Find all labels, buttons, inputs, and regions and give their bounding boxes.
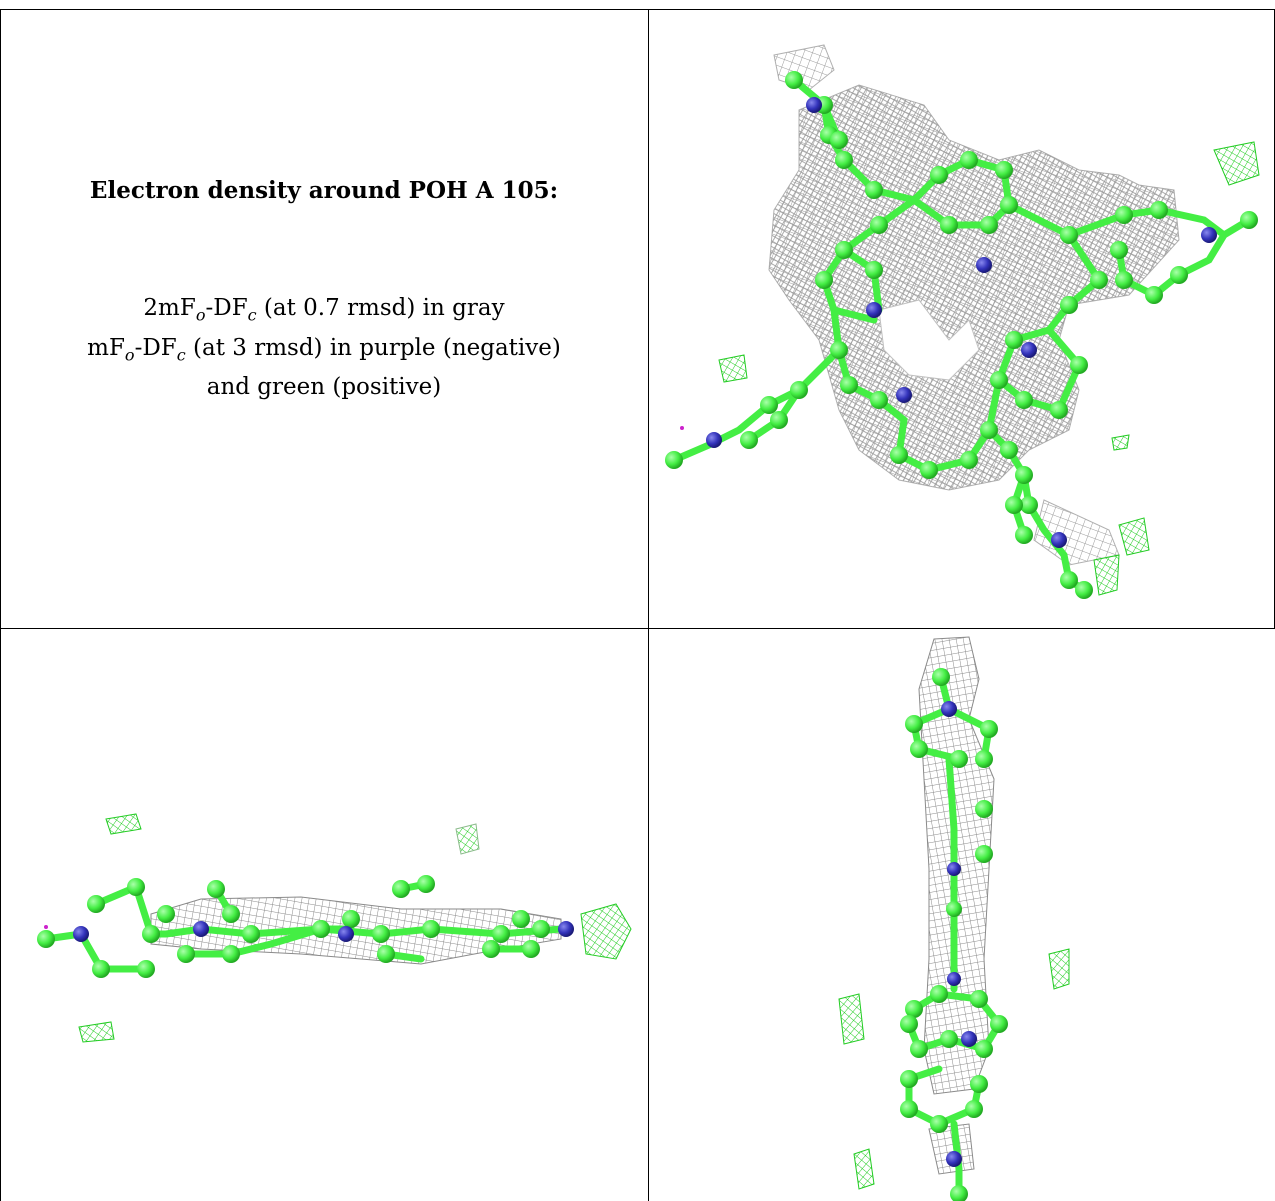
caption-description: 2mFo-DFc (at 0.7 rmsd) in gray mFo-DFc (…	[0, 292, 648, 403]
density-edge-on-horizontal-image	[37, 813, 632, 1043]
border-top	[0, 9, 1275, 10]
border-middle-horizontal	[0, 628, 1275, 629]
bottom-left-view	[1, 629, 648, 1201]
caption-line-2: mFo-DFc (at 3 rmsd) in purple (negative)	[87, 334, 561, 365]
caption-line-3: and green (positive)	[206, 374, 442, 401]
top-right-view	[649, 10, 1274, 628]
bottom-right-view	[649, 629, 1274, 1201]
border-middle-vertical	[648, 9, 649, 1201]
caption-cell: Electron density around POH A 105: 2mFo-…	[0, 9, 648, 635]
density-face-on-image	[665, 44, 1260, 599]
border-left	[0, 9, 1, 1201]
caption-line-1: 2mFo-DFc (at 0.7 rmsd) in gray	[143, 295, 505, 325]
caption-title: Electron density around POH A 105:	[89, 177, 559, 204]
density-edge-on-vertical-image	[838, 636, 1070, 1201]
